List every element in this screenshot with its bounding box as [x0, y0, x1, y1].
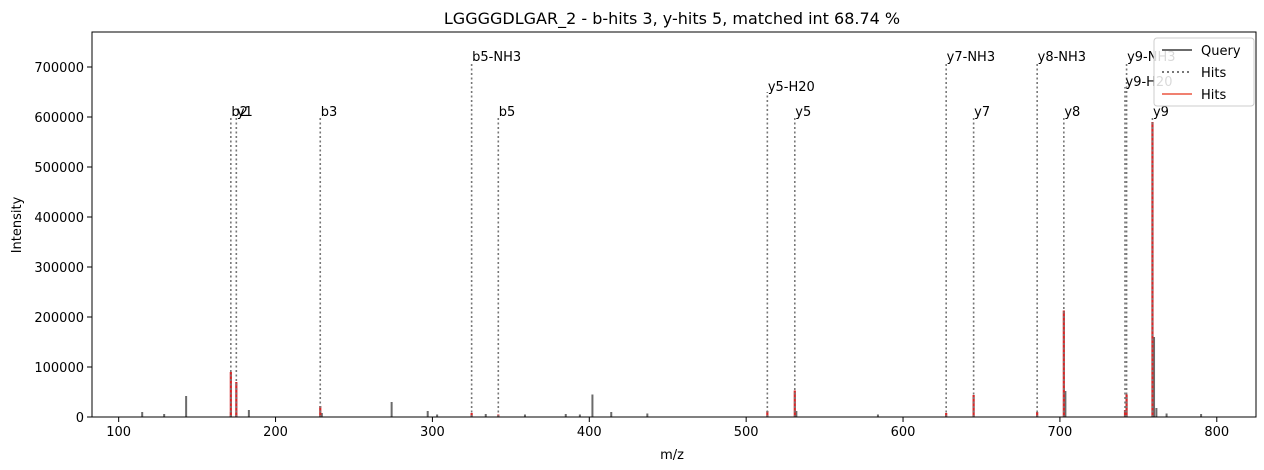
- chart-title: LGGGGDLGAR_2 - b-hits 3, y-hits 5, match…: [444, 9, 900, 29]
- legend-hits-line-label: Hits: [1201, 66, 1226, 81]
- annotation-label: b5-NH3: [472, 50, 521, 65]
- x-tick-label: 800: [1204, 425, 1229, 440]
- x-axis-label: m/z: [660, 448, 684, 463]
- y-tick-label: 200000: [34, 311, 84, 326]
- y-tick-label: 500000: [34, 161, 84, 176]
- y-tick-label: 700000: [34, 61, 84, 76]
- annotation-label: b5: [499, 105, 516, 120]
- y-tick-label: 300000: [34, 261, 84, 276]
- legend: Query Hits Hits: [1153, 37, 1255, 107]
- y-tick-label: 100000: [34, 361, 84, 376]
- y-axis-label: Intensity: [10, 196, 25, 253]
- x-tick-label: 200: [263, 425, 288, 440]
- legend-hits-bar-label: Hits: [1201, 88, 1226, 103]
- plot-area: [141, 122, 1203, 417]
- x-tick-label: 600: [891, 425, 916, 440]
- y-tick-label: 0: [76, 411, 84, 426]
- y-tick-label: 400000: [34, 211, 84, 226]
- annotation-label: y5-H20: [768, 80, 815, 95]
- x-tick-label: 400: [577, 425, 602, 440]
- legend-query-label: Query: [1201, 44, 1241, 59]
- legend-frame: [1153, 37, 1255, 107]
- annotation-label: y8: [1064, 105, 1080, 120]
- x-tick-label: 700: [1047, 425, 1072, 440]
- x-tick-label: 300: [420, 425, 445, 440]
- annotation-label: y7-NH3: [947, 50, 995, 65]
- annotation-label: y5: [795, 105, 811, 120]
- axes: 100 200 300 400 500 600 700 800 0 100000 200000 300…: [34, 31, 1257, 440]
- annotation-label: y7: [974, 105, 990, 120]
- x-tick-label: 100: [106, 425, 131, 440]
- y-tick-label: 600000: [34, 111, 84, 126]
- annotation-label: b2: [231, 105, 248, 120]
- annotation-label: b3: [321, 105, 338, 120]
- plot-frame: [91, 31, 1257, 418]
- annotation-label: y1: [237, 105, 253, 120]
- x-tick-label: 500: [734, 425, 759, 440]
- annotation-label: y8-NH3: [1038, 50, 1086, 65]
- annotation-label: y9: [1153, 105, 1169, 120]
